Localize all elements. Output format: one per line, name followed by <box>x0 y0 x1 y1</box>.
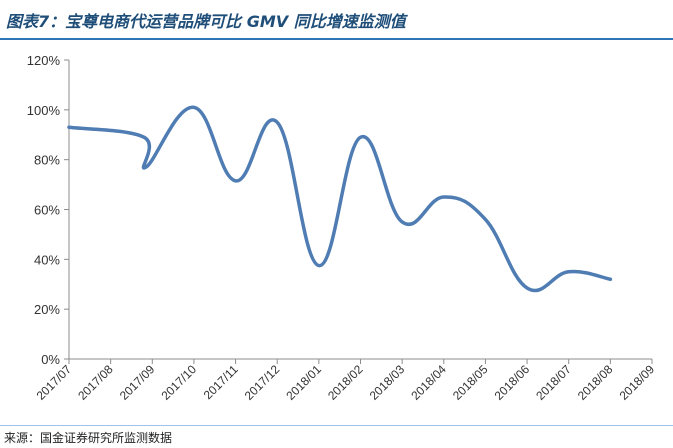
y-tick-label: 80% <box>34 153 60 168</box>
data-point <box>192 106 195 109</box>
data-point <box>526 286 529 289</box>
data-point <box>609 278 612 281</box>
x-tick-label: 2018/09 <box>617 362 658 403</box>
x-tick-label: 2017/12 <box>242 362 283 403</box>
x-tick-label: 2018/05 <box>450 362 491 403</box>
header: 图表7：宝尊电商代运营品牌可比 GMV 同比增速监测值 <box>0 0 673 40</box>
x-tick-label: 2017/08 <box>75 362 116 403</box>
data-point <box>442 196 445 199</box>
data-point <box>142 136 145 139</box>
data-point <box>401 220 404 223</box>
x-tick-label: 2018/03 <box>367 362 408 403</box>
data-point <box>567 270 570 273</box>
x-tick-label: 2018/06 <box>492 362 533 403</box>
data-point <box>145 166 148 169</box>
data-point <box>484 218 487 221</box>
x-tick-label: 2018/02 <box>325 362 366 403</box>
title-divider <box>0 38 673 40</box>
x-tick-label: 2017/11 <box>201 362 241 402</box>
y-tick-label: 60% <box>34 203 60 218</box>
data-point <box>359 136 362 139</box>
chart-title: 图表7：宝尊电商代运营品牌可比 GMV 同比增速监测值 <box>6 12 406 31</box>
y-tick-label: 100% <box>27 103 61 118</box>
data-point <box>317 264 320 267</box>
x-tick-label: 2017/09 <box>117 362 158 403</box>
y-tick-label: 120% <box>27 53 61 68</box>
x-tick-label: 2018/04 <box>408 362 449 403</box>
x-tick-label: 2017/10 <box>158 362 199 403</box>
data-point <box>68 126 71 129</box>
source-note: 来源：国金证券研究所监测数据 <box>4 431 173 445</box>
footer-divider <box>0 425 673 426</box>
data-point <box>234 179 237 182</box>
series-line <box>67 105 613 293</box>
y-tick-label: 0% <box>41 352 60 367</box>
series-group <box>67 105 613 293</box>
y-tick-label: 40% <box>34 252 60 267</box>
data-point <box>276 121 279 124</box>
chart-area: 0% 20% 40% 60% 80% 100% 120% 2017/07 2017/08 201… <box>0 40 673 424</box>
x-tick-label: 2018/01 <box>283 362 324 403</box>
y-axis: 0% 20% 40% 60% 80% 100% 120% <box>27 53 70 367</box>
y-tick-label: 20% <box>34 302 60 317</box>
x-tick-label: 2018/08 <box>575 362 616 403</box>
x-axis: 2017/07 2017/08 2017/09 2017/10 2017/11 2017/… <box>34 358 658 403</box>
x-tick-label: 2018/07 <box>533 362 574 403</box>
x-tick-label: 2017/07 <box>34 362 75 403</box>
line-chart: 0%20%40%60%80%100%120% 2017/07 2017/08 201… <box>27 53 658 403</box>
